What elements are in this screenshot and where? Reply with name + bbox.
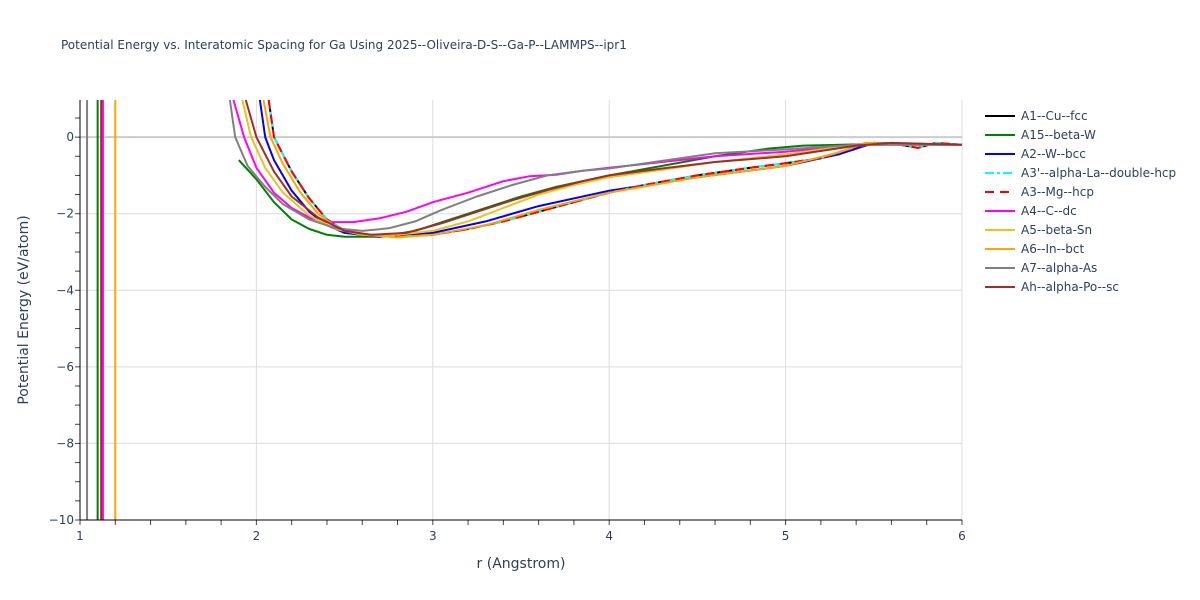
x-axis-title: r (Angstrom): [477, 556, 566, 572]
axes: 1 2 3 4 5 6 0 −2 −4 −6 −8 −10: [49, 100, 966, 543]
legend-label: A3'--alpha-La--double-hcp: [1021, 165, 1177, 180]
legend-label: A3--Mg--hcp: [1021, 184, 1094, 199]
legend-label: A15--beta-W: [1021, 127, 1096, 142]
legend-label: A4--C--dc: [1021, 203, 1077, 218]
x-tick-label: 3: [429, 529, 437, 543]
x-tick-label: 2: [253, 529, 261, 543]
legend-line-icon: [985, 266, 1015, 269]
trace-a4-c-dc: [101, 99, 962, 520]
y-tick-label: −10: [49, 513, 74, 527]
legend-item[interactable]: Ah--alpha-Po--sc: [985, 277, 1176, 296]
x-tick-label: 5: [782, 529, 790, 543]
legend-label: Ah--alpha-Po--sc: [1021, 279, 1119, 294]
legend-line-icon: [985, 133, 1015, 136]
trace-ah-alpha-po-sc: [100, 99, 963, 520]
legend-line-icon: [985, 190, 1015, 193]
y-tick-label: −8: [56, 436, 74, 450]
grid-lines: [80, 100, 963, 520]
trace-a7-alpha-as: [86, 99, 962, 520]
y-tick-label: −2: [56, 207, 74, 221]
legend-item[interactable]: A1--Cu--fcc: [985, 106, 1176, 125]
legend-label: A5--beta-Sn: [1021, 222, 1093, 237]
legend-line-icon: [985, 285, 1015, 288]
legend-line-icon: [985, 152, 1015, 155]
legend-line-icon: [985, 228, 1015, 231]
y-tick-label: −6: [56, 360, 74, 374]
legend-label: A7--alpha-As: [1021, 260, 1098, 275]
legend-line-icon: [985, 247, 1015, 250]
x-tick-label: 6: [958, 529, 966, 543]
legend-item[interactable]: A6--In--bct: [985, 239, 1176, 258]
traces: [86, 99, 963, 520]
legend-line-icon: [985, 209, 1015, 212]
legend-item[interactable]: A4--C--dc: [985, 201, 1176, 220]
legend-line-icon: [985, 114, 1015, 117]
trace-a6-in-bct: [114, 99, 963, 520]
y-tick-label: 0: [66, 130, 74, 144]
y-axis-title: Potential Energy (eV/atom): [16, 215, 32, 404]
legend-label: A6--In--bct: [1021, 241, 1085, 256]
x-tick-label: 4: [605, 529, 613, 543]
legend-item[interactable]: A3--Mg--hcp: [985, 182, 1176, 201]
legend-label: A2--W--bcc: [1021, 146, 1086, 161]
legend-item[interactable]: A3'--alpha-La--double-hcp: [985, 163, 1176, 182]
trace-a5-beta-sn: [241, 99, 962, 236]
y-tick-label: −4: [56, 283, 74, 297]
legend-item[interactable]: A7--alpha-As: [985, 258, 1176, 277]
legend-item[interactable]: A5--beta-Sn: [985, 220, 1176, 239]
legend-item[interactable]: A15--beta-W: [985, 125, 1176, 144]
x-tick-label: 1: [76, 529, 84, 543]
legend-label: A1--Cu--fcc: [1021, 108, 1088, 123]
trace-a15-beta-w: [96, 100, 963, 520]
legend-line-icon: [985, 171, 1015, 174]
legend-item[interactable]: A2--W--bcc: [985, 144, 1176, 163]
chart-title: Potential Energy vs. Interatomic Spacing…: [61, 38, 627, 52]
legend: A1--Cu--fcc A15--beta-W A2--W--bcc A3'--alp…: [985, 106, 1176, 296]
